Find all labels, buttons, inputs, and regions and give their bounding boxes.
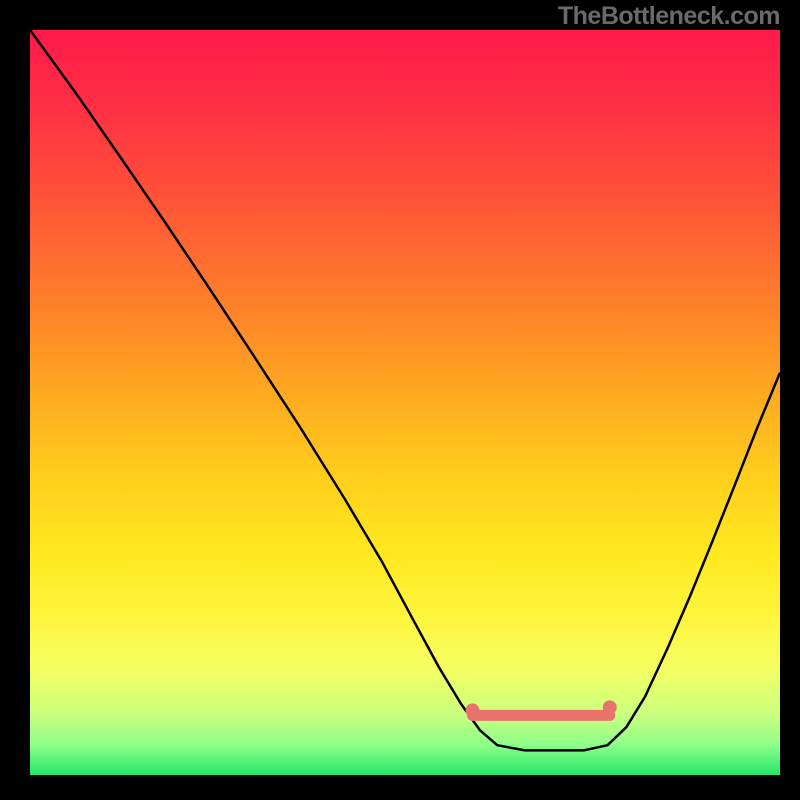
attribution-text: TheBottleneck.com	[558, 2, 780, 31]
chart-container: TheBottleneck.com	[0, 0, 800, 800]
plot-area	[30, 30, 780, 775]
gradient-background	[30, 30, 780, 775]
